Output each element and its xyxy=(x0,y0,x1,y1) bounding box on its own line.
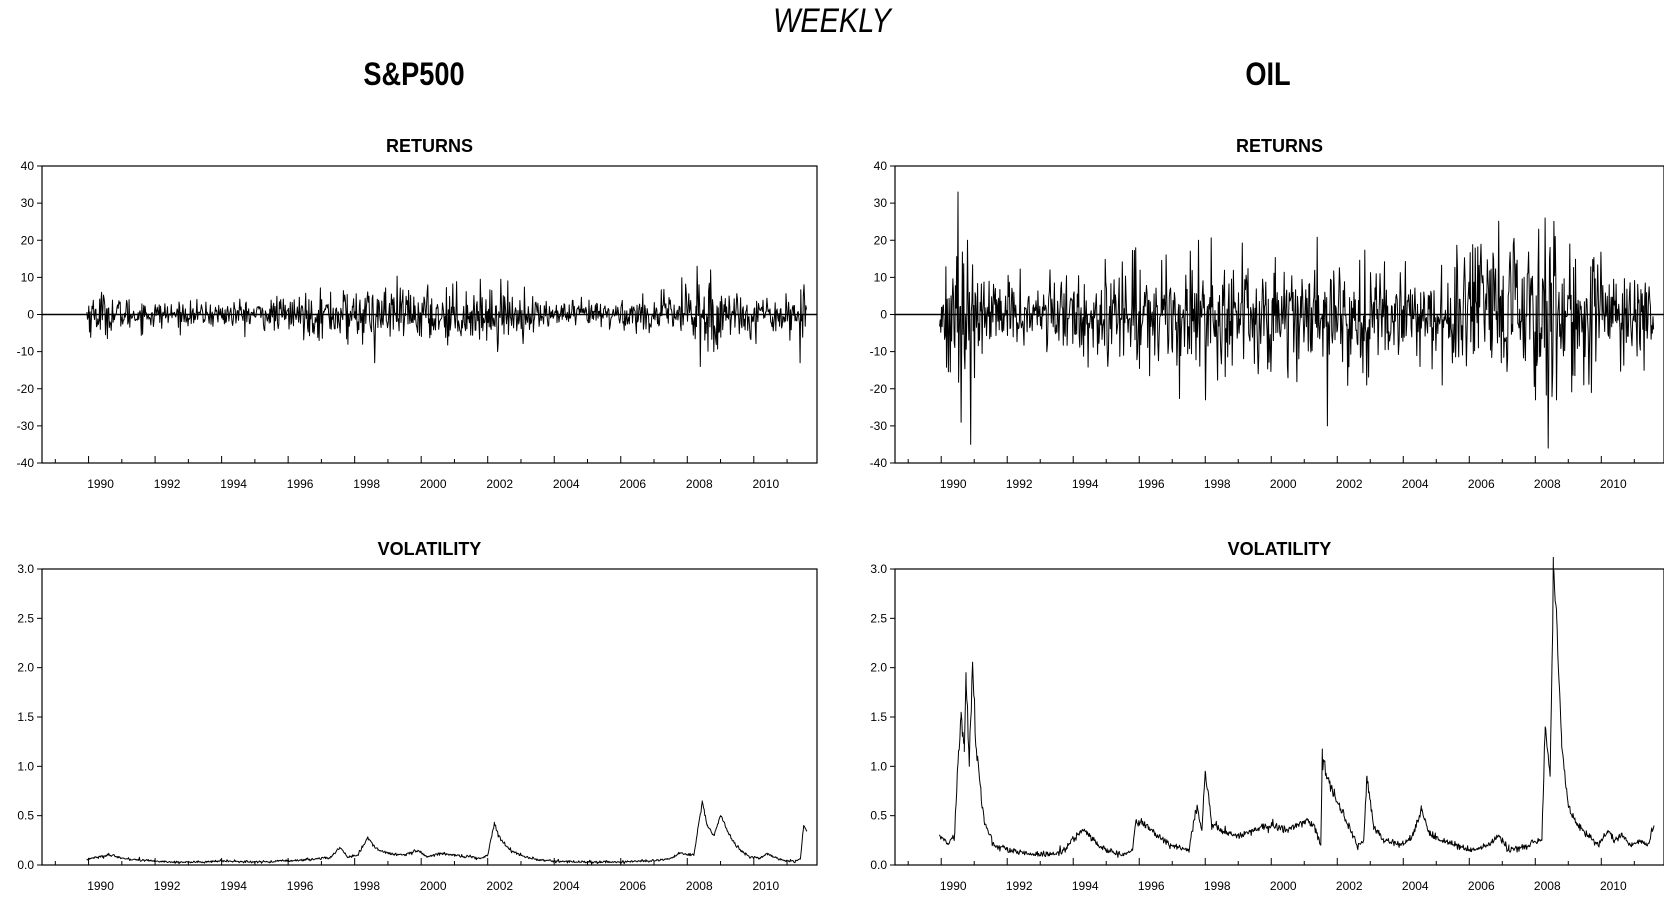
oil-returns-y-tick-label: -30 xyxy=(870,419,888,433)
oil-returns-series-line xyxy=(939,191,1655,449)
sp-returns-x-tick-label: 2006 xyxy=(619,477,646,491)
sp-volatility-series-line xyxy=(86,800,808,865)
sp-returns-x-tick-label: 1992 xyxy=(154,477,181,491)
oil-volatility-x-tick-label: 1998 xyxy=(1204,879,1231,893)
oil-volatility-x-tick-label: 1994 xyxy=(1072,879,1099,893)
oil-volatility-y-tick-label: 2.5 xyxy=(870,611,887,625)
sp-volatility-y-tick-label: 1.0 xyxy=(17,759,34,773)
oil-returns-x-tick-label: 2010 xyxy=(1600,477,1627,491)
oil-returns-y-tick-label: -20 xyxy=(870,382,888,396)
oil-volatility-x-tick-label: 2000 xyxy=(1270,879,1297,893)
oil-returns-y-tick-label: 30 xyxy=(874,196,888,210)
oil-volatility-plot-frame xyxy=(894,568,1664,866)
sp-volatility-x-tick-label: 2004 xyxy=(553,879,580,893)
oil-volatility-y-tick-label: 3.0 xyxy=(870,562,887,576)
oil-returns-x-tick-label: 1990 xyxy=(940,477,967,491)
oil-returns-y-tick-label: 10 xyxy=(874,270,888,284)
oil-returns-y-tick-label: 0 xyxy=(880,308,887,322)
oil-volatility-x-tick-label: 2002 xyxy=(1336,879,1363,893)
sp-volatility-x-tick-label: 2006 xyxy=(619,879,646,893)
sp-volatility-panel-title: VOLATILITY xyxy=(378,539,482,559)
oil-volatility-series-line xyxy=(939,556,1655,858)
sp-returns-y-tick-label: 10 xyxy=(21,270,35,284)
oil-volatility-panel-title: VOLATILITY xyxy=(1228,539,1332,559)
oil-volatility-y-tick-label: 1.0 xyxy=(870,759,887,773)
sp-volatility-x-tick-label: 1992 xyxy=(154,879,181,893)
oil-volatility-x-tick-label: 2006 xyxy=(1468,879,1495,893)
sp-returns-x-tick-label: 2000 xyxy=(420,477,447,491)
sp-returns-x-tick-label: 1998 xyxy=(353,477,380,491)
oil-returns-x-tick-label: 2006 xyxy=(1468,477,1495,491)
sp-returns-y-tick-label: 40 xyxy=(21,159,35,173)
sp-volatility-y-tick-label: 2.5 xyxy=(17,611,34,625)
sp-returns-x-tick-label: 1990 xyxy=(87,477,114,491)
oil-column-title: OIL xyxy=(1245,56,1291,92)
sp-returns-panel-title: RETURNS xyxy=(386,136,473,156)
oil-returns-x-tick-label: 2008 xyxy=(1534,477,1561,491)
oil-returns-x-tick-label: 1994 xyxy=(1072,477,1099,491)
oil-returns-x-tick-label: 1992 xyxy=(1006,477,1033,491)
sp-volatility-x-tick-label: 1994 xyxy=(220,879,247,893)
oil-returns-y-tick-label: 40 xyxy=(874,159,888,173)
sp-returns-x-tick-label: 2010 xyxy=(752,477,779,491)
sp-returns-x-tick-label: 1994 xyxy=(220,477,247,491)
oil-volatility-x-tick-label: 2004 xyxy=(1402,879,1429,893)
sp-returns-y-tick-label: 30 xyxy=(21,196,35,210)
oil-returns-x-tick-label: 2004 xyxy=(1402,477,1429,491)
oil-returns-y-tick-label: 20 xyxy=(874,233,888,247)
sp-returns-y-tick-label: -10 xyxy=(17,345,35,359)
oil-returns-x-tick-label: 1996 xyxy=(1138,477,1165,491)
oil-volatility-x-tick-label: 1996 xyxy=(1138,879,1165,893)
figure-title: WEEKLY xyxy=(773,2,891,40)
sp-volatility-y-tick-label: 1.5 xyxy=(17,710,34,724)
sp-volatility-plot-frame xyxy=(41,568,818,866)
sp-volatility-y-tick-label: 0.5 xyxy=(17,809,34,823)
sp-volatility-y-tick-label: 3.0 xyxy=(17,562,34,576)
oil-volatility-x-tick-label: 1992 xyxy=(1006,879,1033,893)
sp-returns-series-line xyxy=(86,265,807,367)
sp-volatility-x-tick-label: 2000 xyxy=(420,879,447,893)
oil-returns-x-tick-label: 1998 xyxy=(1204,477,1231,491)
oil-returns-x-tick-label: 2002 xyxy=(1336,477,1363,491)
sp-returns-x-tick-label: 2004 xyxy=(553,477,580,491)
sp-volatility-y-tick-label: 0.0 xyxy=(17,858,34,872)
oil-volatility-x-tick-label: 1990 xyxy=(940,879,967,893)
oil-returns-y-tick-label: -40 xyxy=(870,456,888,470)
oil-volatility-y-tick-label: 0.0 xyxy=(870,858,887,872)
sp-returns-y-tick-label: -40 xyxy=(17,456,35,470)
sp-volatility-y-tick-label: 2.0 xyxy=(17,661,34,675)
sp-volatility-x-tick-label: 2008 xyxy=(686,879,713,893)
sp-returns-y-tick-label: -30 xyxy=(17,419,35,433)
sp-volatility-x-tick-label: 1998 xyxy=(353,879,380,893)
sp-volatility-x-tick-label: 1996 xyxy=(287,879,314,893)
sp-returns-x-tick-label: 2008 xyxy=(686,477,713,491)
oil-returns-panel-title: RETURNS xyxy=(1236,136,1323,156)
oil-volatility-x-tick-label: 2010 xyxy=(1600,879,1627,893)
sp-returns-y-tick-label: 0 xyxy=(27,308,34,322)
oil-volatility-x-tick-label: 2008 xyxy=(1534,879,1561,893)
oil-returns-x-tick-label: 2000 xyxy=(1270,477,1297,491)
sp-returns-x-tick-label: 2002 xyxy=(486,477,513,491)
sp-volatility-x-tick-label: 1990 xyxy=(87,879,114,893)
sp-returns-x-tick-label: 1996 xyxy=(287,477,314,491)
sp-returns-y-tick-label: -20 xyxy=(17,382,35,396)
sp-volatility-x-tick-label: 2010 xyxy=(752,879,779,893)
oil-volatility-y-tick-label: 0.5 xyxy=(870,809,887,823)
oil-returns-y-tick-label: -10 xyxy=(870,345,888,359)
sp-volatility-x-tick-label: 2002 xyxy=(486,879,513,893)
oil-volatility-y-tick-label: 1.5 xyxy=(870,710,887,724)
oil-volatility-y-tick-label: 2.0 xyxy=(870,661,887,675)
sp500-column-title: S&P500 xyxy=(363,56,465,92)
sp-returns-y-tick-label: 20 xyxy=(21,233,35,247)
